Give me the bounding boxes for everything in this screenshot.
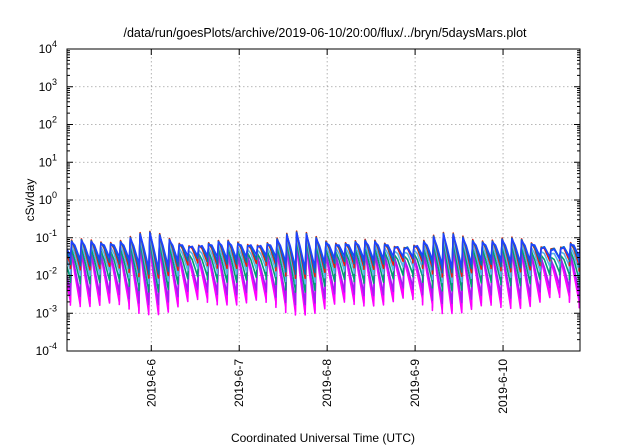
y-tick-label: 10-4 [36, 341, 57, 358]
y-tick-label: 101 [39, 152, 57, 169]
series-layer [67, 230, 580, 316]
x-tick-label: 2019-6-6 [144, 359, 158, 407]
y-tick-label: 102 [39, 115, 57, 132]
y-tick-label: 10-1 [36, 228, 57, 245]
y-tick-label: 104 [39, 39, 57, 56]
x-tick-label: 2019-6-8 [320, 359, 334, 407]
y-tick-label: 100 [39, 190, 57, 207]
x-axis-label: Coordinated Universal Time (UTC) [231, 431, 415, 445]
x-tick-label: 2019-6-10 [496, 359, 510, 414]
y-axis: 10-4 10-3 10-2 10-1 100 101 102 103 104 [36, 39, 580, 358]
series-line [67, 232, 580, 271]
x-axis: 2019-6-6 2019-6-7 2019-6-8 2019-6-9 2019-6-1… [144, 49, 510, 414]
x-tick-label: 2019-6-7 [232, 359, 246, 407]
grid [67, 49, 580, 351]
y-axis-label: cSv/day [23, 179, 37, 222]
y-tick-label: 10-3 [36, 303, 57, 320]
y-tick-label: 10-2 [36, 266, 57, 283]
y-tick-label: 103 [39, 77, 57, 94]
x-tick-label: 2019-6-9 [408, 359, 422, 407]
chart-title: /data/run/goesPlots/archive/2019-06-10/2… [123, 26, 527, 40]
